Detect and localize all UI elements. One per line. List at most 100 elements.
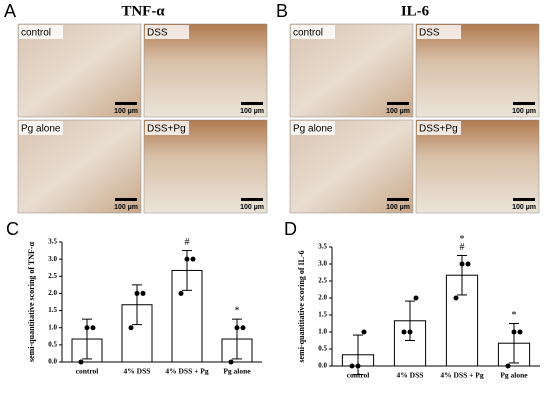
y-tick-label: 3.5 bbox=[318, 243, 327, 251]
data-point bbox=[228, 359, 234, 365]
data-point bbox=[184, 256, 190, 262]
scale-label: 100 µm bbox=[240, 204, 264, 211]
data-point bbox=[505, 363, 511, 369]
micrograph bbox=[17, 119, 142, 214]
micrograph bbox=[415, 119, 540, 214]
data-point bbox=[349, 363, 355, 369]
image-label: DSS+Pg bbox=[147, 124, 186, 135]
scale-bar bbox=[241, 198, 263, 201]
data-point bbox=[190, 256, 196, 262]
label-box bbox=[145, 121, 189, 135]
scale-bar bbox=[513, 102, 535, 105]
scale-bar bbox=[241, 102, 263, 105]
data-point bbox=[355, 363, 361, 369]
y-axis-label: semi-quantitative scoring of IL-6 bbox=[297, 250, 306, 362]
scale-label: 100 µm bbox=[512, 204, 536, 211]
y-tick-label: 0.0 bbox=[318, 362, 327, 370]
y-tick-label: 2.5 bbox=[318, 277, 327, 285]
data-point bbox=[90, 325, 96, 331]
image-label: Pg alone bbox=[293, 124, 333, 135]
y-tick-label: 2.5 bbox=[48, 272, 57, 280]
scale-bar bbox=[513, 198, 535, 201]
micrograph bbox=[143, 23, 268, 118]
y-tick-label: 1.0 bbox=[48, 323, 57, 331]
data-point bbox=[517, 329, 523, 335]
panel-title: TNF-α bbox=[121, 3, 165, 19]
micrograph bbox=[289, 23, 414, 118]
y-tick-label: 0.0 bbox=[48, 358, 57, 366]
scale-label: 100 µm bbox=[386, 108, 410, 115]
x-tick-label: 4% DSS bbox=[397, 371, 424, 380]
x-tick-label: 4% DSS + Pg bbox=[165, 367, 208, 376]
label-box bbox=[417, 121, 461, 135]
y-tick-label: 1.5 bbox=[48, 306, 57, 314]
data-point bbox=[413, 295, 419, 301]
y-tick-label: 1.0 bbox=[318, 328, 327, 336]
image-label: Pg alone bbox=[21, 124, 61, 135]
annotation: * bbox=[460, 234, 465, 245]
annotation: * bbox=[512, 310, 517, 321]
x-tick-label: 4% DSS + Pg bbox=[440, 371, 483, 380]
image-label: control bbox=[21, 28, 51, 39]
panel-letter: C bbox=[6, 219, 19, 239]
data-point bbox=[361, 329, 367, 335]
image-label: DSS+Pg bbox=[419, 124, 458, 135]
panel-letter: D bbox=[284, 219, 297, 239]
label-box bbox=[19, 121, 63, 135]
scale-label: 100 µm bbox=[114, 108, 138, 115]
y-tick-label: 0.5 bbox=[318, 345, 327, 353]
y-tick-label: 2.0 bbox=[318, 294, 327, 302]
data-point bbox=[78, 359, 84, 365]
data-point bbox=[453, 295, 459, 301]
data-point bbox=[128, 325, 134, 331]
y-tick-label: 2.0 bbox=[48, 289, 57, 297]
data-point bbox=[134, 290, 140, 296]
x-tick-label: control bbox=[347, 371, 370, 380]
image-label: DSS bbox=[147, 28, 168, 39]
data-point bbox=[465, 261, 471, 267]
data-point bbox=[140, 290, 146, 296]
scale-label: 100 µm bbox=[240, 108, 264, 115]
x-tick-label: 4% DSS bbox=[124, 367, 151, 376]
data-point bbox=[511, 329, 517, 335]
data-point bbox=[407, 329, 413, 335]
x-tick-label: control bbox=[76, 367, 99, 376]
micrograph bbox=[143, 119, 268, 214]
annotation: * bbox=[235, 305, 240, 316]
data-point bbox=[459, 261, 465, 267]
y-tick-label: 3.5 bbox=[48, 238, 57, 246]
annotation: # bbox=[460, 242, 465, 253]
micrograph bbox=[289, 119, 414, 214]
y-tick-label: 0.5 bbox=[48, 340, 57, 348]
x-tick-label: Pg alone bbox=[223, 367, 251, 376]
annotation: # bbox=[185, 237, 190, 248]
y-tick-label: 3.0 bbox=[48, 255, 57, 263]
scale-bar bbox=[115, 102, 137, 105]
data-point bbox=[401, 329, 407, 335]
x-tick-label: Pg alone bbox=[500, 371, 528, 380]
label-box bbox=[145, 25, 189, 39]
y-tick-label: 1.5 bbox=[318, 311, 327, 319]
data-point bbox=[234, 325, 240, 331]
y-tick-label: 3.0 bbox=[318, 260, 327, 268]
scale-bar bbox=[387, 198, 409, 201]
panel-letter: A bbox=[4, 1, 16, 21]
scale-label: 100 µm bbox=[386, 204, 410, 211]
label-box bbox=[291, 121, 335, 135]
label-box bbox=[291, 25, 335, 39]
data-point bbox=[178, 290, 184, 296]
micrograph bbox=[415, 23, 540, 118]
image-label: DSS bbox=[419, 28, 440, 39]
panel-letter: B bbox=[276, 1, 288, 21]
label-box bbox=[417, 25, 461, 39]
panel-title: IL-6 bbox=[401, 3, 430, 19]
scale-bar bbox=[115, 198, 137, 201]
data-point bbox=[240, 325, 246, 331]
scale-label: 100 µm bbox=[114, 204, 138, 211]
data-point bbox=[84, 325, 90, 331]
scale-bar bbox=[387, 102, 409, 105]
scale-label: 100 µm bbox=[512, 108, 536, 115]
image-label: control bbox=[293, 28, 323, 39]
label-box bbox=[19, 25, 63, 39]
